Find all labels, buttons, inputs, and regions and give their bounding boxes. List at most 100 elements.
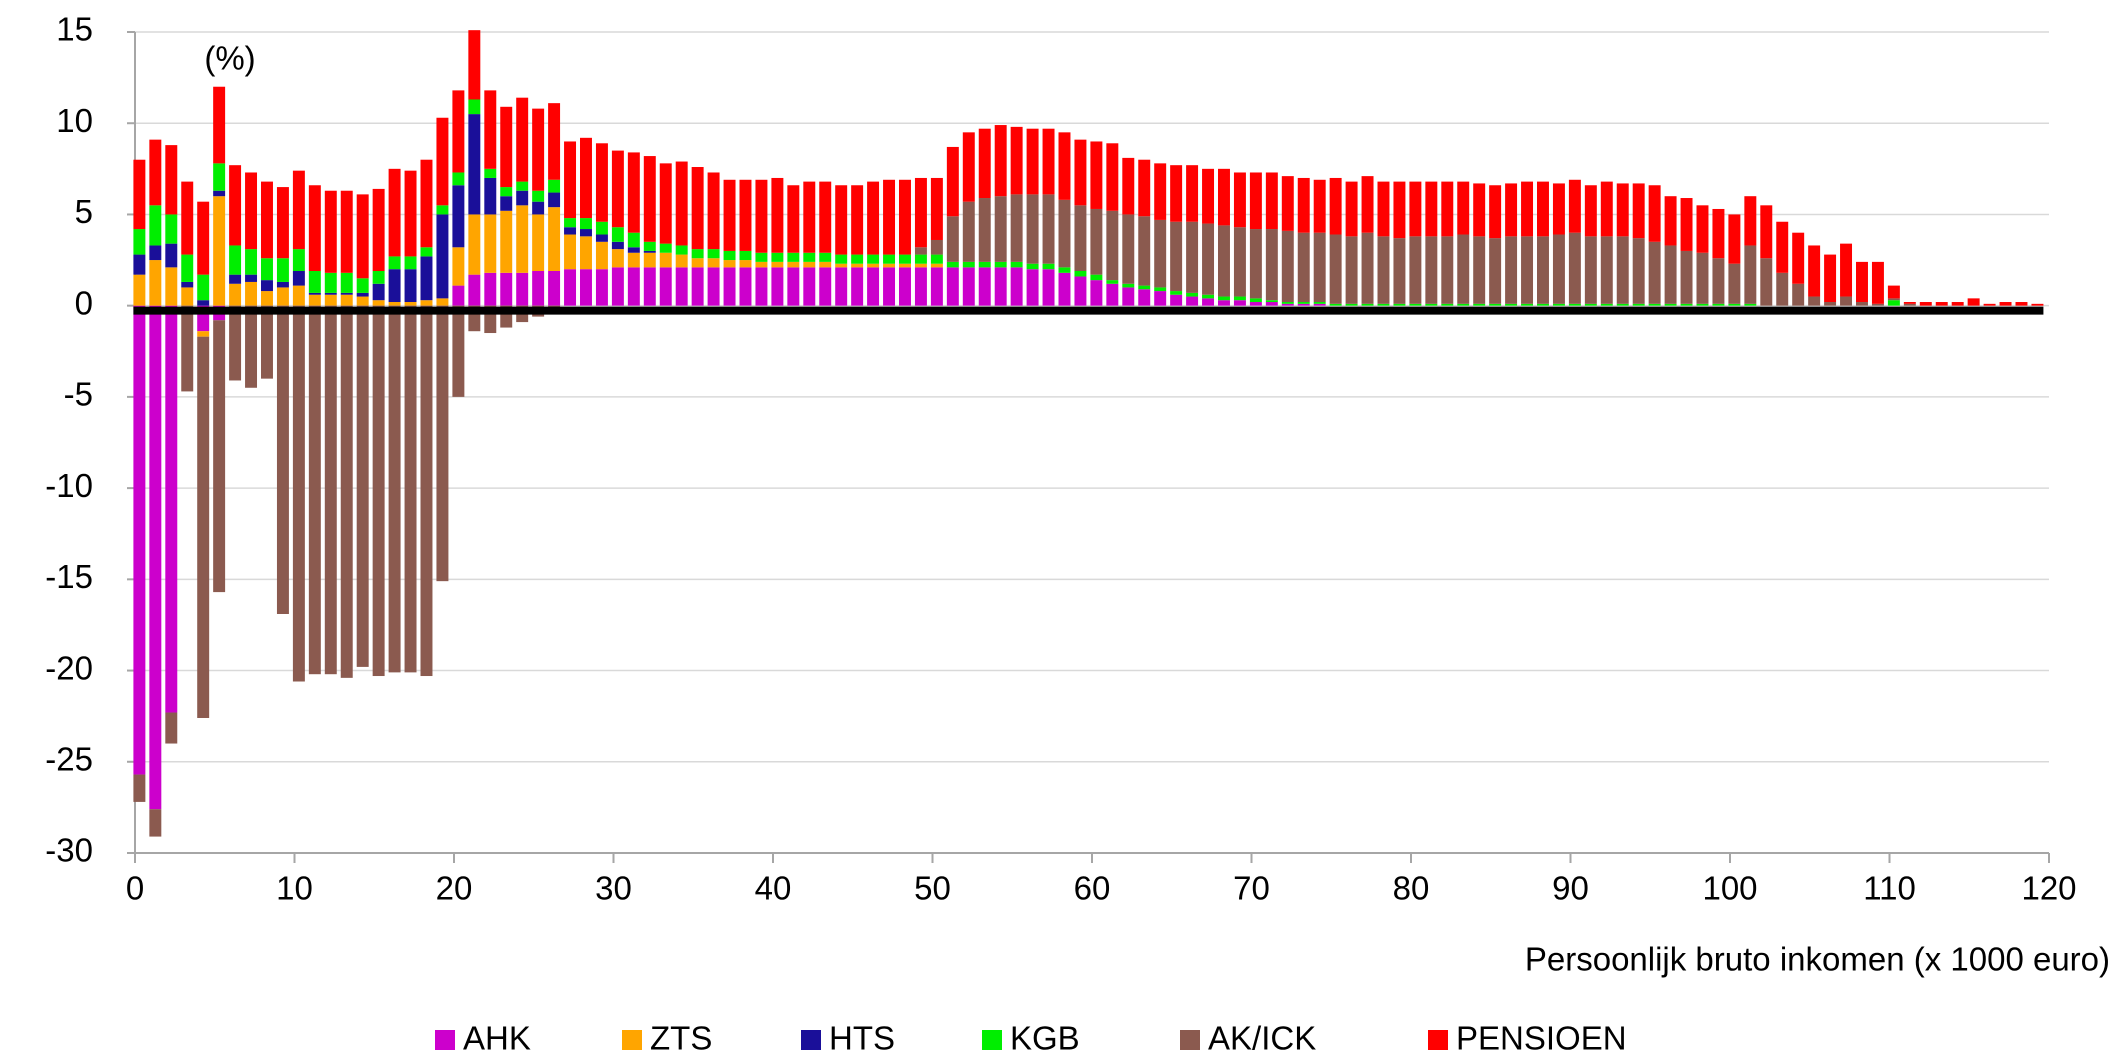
- bar-segment: [787, 267, 800, 306]
- bar-segment: [883, 179, 896, 255]
- bar-segment: [197, 300, 210, 306]
- bar-segment: [468, 274, 481, 306]
- bar-segment: [595, 221, 608, 235]
- bar-segment: [835, 263, 848, 268]
- bar-segment: [899, 179, 911, 255]
- bar-segment: [452, 172, 465, 186]
- bar-segment: [436, 298, 449, 306]
- bar-segment: [930, 263, 943, 268]
- bar-segment: [1154, 219, 1167, 288]
- bar-segment: [564, 227, 577, 235]
- bar-segment: [404, 302, 417, 306]
- bar-segment: [1568, 303, 1581, 306]
- bar-segment: [1377, 303, 1390, 306]
- bar-segment: [659, 243, 672, 253]
- bar-segment: [962, 132, 975, 202]
- bar-segment: [404, 269, 417, 303]
- bar-segment: [867, 181, 880, 255]
- bar-segment: [1696, 205, 1709, 253]
- bar-segment: [580, 269, 592, 306]
- bar-segment: [739, 250, 752, 261]
- bar-segment: [197, 201, 210, 275]
- bar-segment: [1664, 303, 1677, 306]
- bar-segment: [580, 236, 592, 270]
- bar-segment: [1457, 234, 1470, 304]
- bar-segment: [1202, 294, 1215, 299]
- bar-segment: [659, 163, 672, 244]
- bar-segment: [1202, 298, 1215, 306]
- bar-segment: [292, 285, 305, 306]
- bar-segment: [1297, 177, 1310, 233]
- bar-segment: [1281, 230, 1294, 303]
- x-tick-label: 90: [1552, 870, 1589, 907]
- bar-segment: [452, 247, 465, 286]
- bar-segment: [1728, 263, 1741, 304]
- x-tick-label: 70: [1233, 870, 1270, 907]
- bar-segment: [2031, 303, 2044, 306]
- bar-segment: [627, 252, 640, 268]
- bar-segment: [213, 190, 226, 197]
- bar-segment: [1856, 302, 1868, 306]
- y-tick-label: -10: [45, 467, 93, 504]
- legend-label: ZTS: [650, 1020, 712, 1057]
- bar-segment: [1856, 261, 1868, 303]
- bar-segment: [771, 252, 784, 262]
- bar-segment: [436, 117, 449, 206]
- bar-segment: [1393, 181, 1406, 239]
- bar-segment: [1138, 289, 1151, 306]
- bar-segment: [149, 809, 162, 837]
- legend-swatch: [435, 1030, 455, 1050]
- bar-segment: [1505, 236, 1518, 304]
- bar-segment: [1170, 165, 1183, 222]
- bar-segment: [1313, 303, 1326, 306]
- bar-segment: [930, 267, 943, 306]
- bar-segment: [1058, 267, 1071, 273]
- bar-segment: [867, 254, 880, 264]
- bar-segment: [755, 179, 768, 253]
- bar-segment: [1026, 128, 1039, 195]
- bar-segment: [468, 214, 481, 275]
- bar-segment: [532, 108, 545, 191]
- bar-segment: [994, 267, 1007, 306]
- bar-segment: [1138, 285, 1151, 290]
- bar-segment: [1935, 302, 1948, 306]
- bar-segment: [181, 305, 194, 392]
- bar-segment: [755, 252, 768, 262]
- bar-segment: [1218, 296, 1230, 301]
- bar-segment: [1489, 238, 1502, 304]
- bar-segment: [914, 263, 927, 268]
- bar-segment: [340, 292, 353, 295]
- bar-segment: [1552, 234, 1565, 304]
- bar-segment: [229, 245, 242, 275]
- bar-segment: [787, 261, 800, 268]
- bar-segment: [1249, 172, 1262, 230]
- bar-segment: [978, 261, 991, 268]
- bar-segment: [914, 177, 927, 248]
- y-tick-label: -15: [45, 558, 93, 595]
- bar-segment: [500, 187, 513, 197]
- bar-segment: [580, 218, 592, 230]
- bar-segment: [149, 205, 162, 246]
- bar-segment: [404, 305, 417, 673]
- x-tick-label: 120: [2021, 870, 2076, 907]
- bar-segment: [388, 305, 401, 673]
- bar-segment: [1999, 302, 2012, 306]
- bar-segment: [1616, 183, 1629, 237]
- bar-segment: [1840, 296, 1853, 306]
- bar-segment: [835, 254, 848, 264]
- bar-segment: [691, 267, 704, 306]
- bar-segment: [962, 261, 975, 268]
- bar-segment: [197, 305, 210, 332]
- bar-segment: [1728, 303, 1741, 306]
- bar-segment: [1760, 258, 1773, 306]
- bar-segment: [484, 305, 497, 334]
- bar-segment: [292, 305, 305, 682]
- bar-segment: [723, 260, 736, 268]
- bar-segment: [1138, 216, 1151, 286]
- bar-segment: [500, 272, 513, 306]
- bar-segment: [819, 261, 832, 268]
- bar-segment: [420, 159, 433, 248]
- bar-segment: [500, 196, 513, 211]
- bar-segment: [1473, 236, 1486, 304]
